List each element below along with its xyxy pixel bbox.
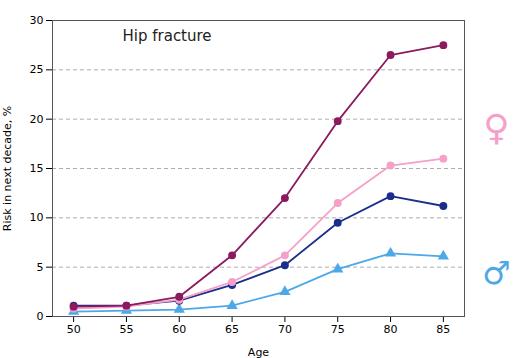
- svg-text:20: 20: [30, 113, 44, 126]
- svg-text:Risk in next decade, %: Risk in next decade, %: [1, 106, 14, 231]
- svg-text:65: 65: [225, 323, 239, 336]
- svg-text:5: 5: [37, 261, 44, 274]
- svg-text:55: 55: [119, 323, 133, 336]
- svg-text:♂: ♂: [482, 254, 511, 292]
- svg-text:♀: ♀: [483, 107, 509, 148]
- svg-text:Age: Age: [248, 346, 270, 358]
- svg-text:15: 15: [30, 162, 44, 175]
- svg-text:85: 85: [436, 323, 450, 336]
- svg-text:80: 80: [384, 323, 398, 336]
- svg-text:10: 10: [30, 211, 44, 224]
- svg-text:50: 50: [67, 323, 81, 336]
- svg-text:25: 25: [30, 63, 44, 76]
- svg-text:70: 70: [278, 323, 292, 336]
- svg-text:75: 75: [331, 323, 345, 336]
- svg-text:30: 30: [30, 14, 44, 27]
- svg-text:60: 60: [172, 323, 186, 336]
- svg-text:0: 0: [37, 310, 44, 323]
- svg-text:Hip fracture: Hip fracture: [123, 27, 212, 45]
